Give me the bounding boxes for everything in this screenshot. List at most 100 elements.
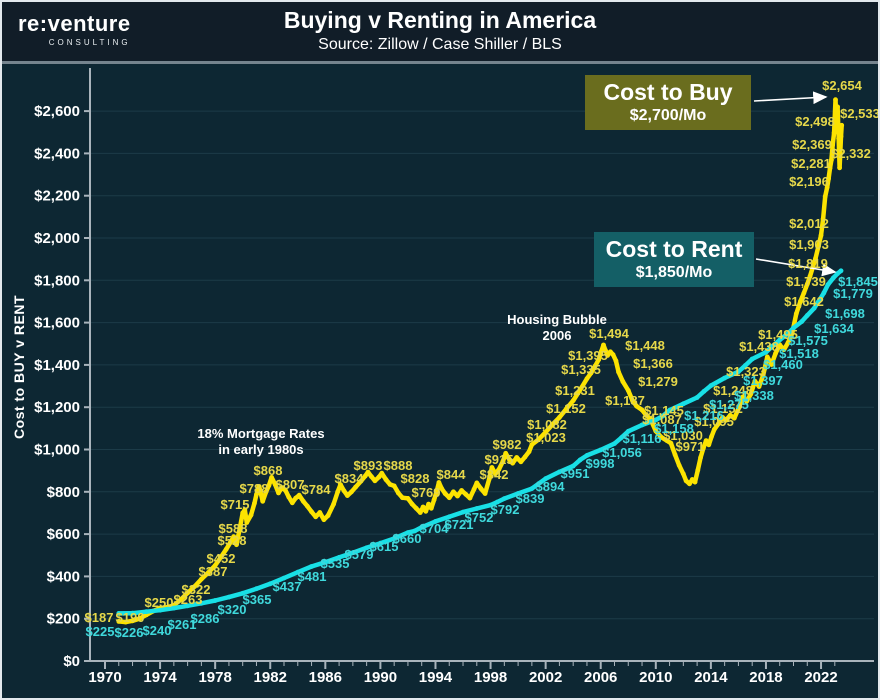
cost-to-buy-data-label: $1,819 bbox=[788, 256, 828, 271]
cost-to-rent-data-label: $1,698 bbox=[825, 306, 865, 321]
y-tick-label: $2,600 bbox=[34, 103, 80, 120]
mortgage-rates-line1: 18% Mortgage Rates bbox=[197, 426, 325, 441]
cost-to-buy-data-label: $842 bbox=[480, 467, 509, 482]
cost-to-rent-data-label: $839 bbox=[516, 491, 545, 506]
cost-to-buy-data-label: $807 bbox=[276, 477, 305, 492]
cost-to-buy-data-label: $2,533 bbox=[840, 106, 880, 121]
cost-to-rent-data-label: $1,460 bbox=[763, 357, 803, 372]
cost-to-buy-title: Cost to Buy bbox=[603, 79, 733, 105]
cost-to-buy-data-label: $250 bbox=[145, 595, 174, 610]
cost-to-buy-data-label: $1,095 bbox=[694, 414, 734, 429]
cost-to-buy-data-label: $788 bbox=[240, 481, 269, 496]
cost-to-buy-data-label: $528 bbox=[218, 533, 247, 548]
y-tick-label: $1,800 bbox=[34, 272, 80, 289]
cost-to-rent-data-label: $792 bbox=[491, 502, 520, 517]
cost-to-buy-data-label: $387 bbox=[199, 564, 228, 579]
cost-to-buy-data-label: $834 bbox=[335, 471, 365, 486]
cost-to-rent-data-label: $261 bbox=[168, 617, 197, 632]
cost-to-buy-data-label: $1,438 bbox=[739, 339, 779, 354]
cost-to-buy-data-label: $915 bbox=[485, 452, 514, 467]
cost-to-rent-callout: Cost to Rent $1,850/Mo bbox=[594, 232, 754, 288]
x-tick-label: 2022 bbox=[804, 669, 837, 686]
y-tick-label: $200 bbox=[47, 611, 80, 628]
cost-to-buy-data-label: $588 bbox=[219, 521, 248, 536]
cost-to-buy-data-label: $1,323 bbox=[726, 364, 766, 379]
cost-to-buy-data-label: $1,030 bbox=[663, 428, 703, 443]
cost-to-rent-data-label: $1,338 bbox=[734, 388, 774, 403]
cost-to-buy-data-label: $1,145 bbox=[644, 403, 684, 418]
logo-tagline: CONSULTING bbox=[48, 38, 131, 47]
x-tick-label: 2010 bbox=[639, 669, 672, 686]
cost-to-rent-data-label: $1,216 bbox=[684, 408, 724, 423]
y-tick-label: $1,400 bbox=[34, 357, 80, 374]
cost-to-buy-data-label: $2,012 bbox=[789, 216, 829, 231]
cost-to-buy-data-label: $1,494 bbox=[589, 326, 630, 341]
housing-bubble-line2: 2006 bbox=[542, 327, 572, 343]
cost-to-buy-data-label: $2,281 bbox=[791, 156, 831, 171]
chart-canvas: $0 $200 $400 $600 $800 $1,000 $1,200 $1,400 $1,6… bbox=[34, 68, 880, 686]
chart-area: $0 $200 $400 $600 $800 $1,000 $1,200 $1,400 $1,6… bbox=[2, 64, 880, 698]
cost-to-buy-data-label: $1,495 bbox=[758, 327, 798, 342]
cost-to-buy-data-label: $1,395 bbox=[568, 348, 608, 363]
cost-to-rent-data-label: $1,116 bbox=[622, 431, 661, 446]
x-tick-label: 1990 bbox=[364, 669, 397, 686]
x-tick-label: 1998 bbox=[474, 669, 507, 686]
cost-to-rent-data-label: $365 bbox=[243, 592, 272, 607]
cost-to-buy-data-label: $982 bbox=[493, 437, 522, 452]
buy-arrow bbox=[753, 91, 828, 105]
cost-to-rent-data-label: $225 bbox=[86, 624, 115, 639]
cost-to-buy-data-label: $769 bbox=[412, 485, 441, 500]
cost-to-rent-data-label: $1,845 bbox=[838, 274, 878, 289]
cost-to-rent-data-label: $660 bbox=[393, 531, 422, 546]
header: re:venture CONSULTING Buying v Renting i… bbox=[2, 2, 878, 64]
housing-bubble-line1: Housing Bubble bbox=[507, 312, 607, 327]
cost-to-buy-data-label: $190 bbox=[116, 610, 145, 625]
y-tick-label: $600 bbox=[47, 526, 80, 543]
cost-to-rent-title: Cost to Rent bbox=[605, 236, 743, 262]
callout-arrows bbox=[753, 91, 837, 277]
y-tick-label: $1,200 bbox=[34, 399, 80, 416]
chart-title: Buying v Renting in America bbox=[283, 7, 597, 33]
cost-to-buy-data-label: $1,082 bbox=[527, 417, 567, 432]
cost-to-rent-data-label: $1,518 bbox=[779, 346, 819, 361]
y-tick-label: $400 bbox=[47, 568, 80, 585]
cost-to-buy-data-label: $2,196 bbox=[789, 174, 829, 189]
cost-to-buy-callout: Cost to Buy $2,700/Mo bbox=[585, 75, 751, 131]
mortgage-rates-annotation: 18% Mortgage Rates in early 1980s bbox=[184, 426, 338, 457]
cost-to-buy-data-label: $715 bbox=[221, 497, 250, 512]
cost-to-rent-data-label: $752 bbox=[465, 510, 494, 525]
x-tick-label: 2006 bbox=[584, 669, 617, 686]
cost-to-buy-data-label: $971 bbox=[676, 439, 705, 454]
cost-to-buy-data-label: $2,498 bbox=[795, 114, 835, 129]
cost-to-rent-data-label: $721 bbox=[445, 517, 474, 532]
cost-to-rent-data-label: $704 bbox=[420, 521, 450, 536]
cost-to-buy-data-labels: $187 $190$250 $263$322 $387$452 $528$588 $715… bbox=[85, 78, 880, 625]
x-tick-label: 1982 bbox=[254, 669, 287, 686]
cost-to-buy-data-label: $1,248 bbox=[713, 383, 753, 398]
y-tick-label: $0 bbox=[63, 653, 80, 670]
cost-to-buy-value: $2,700/Mo bbox=[629, 107, 707, 125]
cost-to-rent-data-label: $615 bbox=[370, 539, 399, 554]
cost-to-rent-data-label: $1,158 bbox=[654, 421, 694, 436]
cost-to-rent-data-label: $951 bbox=[561, 466, 590, 481]
cost-to-rent-series bbox=[116, 268, 844, 616]
y-tick-label: $2,200 bbox=[34, 188, 80, 205]
logo: re:venture CONSULTING bbox=[18, 13, 131, 48]
cost-to-rent-data-label: $1,056 bbox=[602, 445, 642, 460]
cost-to-buy-data-label: $893 bbox=[354, 458, 383, 473]
cost-to-rent-data-labels: $225 $226 $240$261$286$320$365$437$481$535… bbox=[86, 274, 878, 640]
y-tick-label: $2,400 bbox=[34, 145, 80, 162]
cost-to-buy-data-label: $784 bbox=[302, 482, 332, 497]
housing-bubble-annotation: Housing Bubble 2006 bbox=[481, 312, 633, 343]
cost-to-rent-data-label: $1,575 bbox=[788, 333, 828, 348]
cost-to-rent-value: $1,850/Mo bbox=[635, 264, 713, 282]
x-tick-label: 1986 bbox=[309, 669, 342, 686]
cost-to-rent-data-label: $1,634 bbox=[814, 321, 855, 336]
cost-to-buy-data-label: $1,152 bbox=[703, 401, 743, 416]
rent-arrow bbox=[755, 258, 837, 277]
cost-to-buy-data-label: $187 bbox=[85, 610, 114, 625]
cost-to-buy-data-label: $1,448 bbox=[625, 338, 665, 353]
cost-to-rent-data-label: $535 bbox=[321, 556, 350, 571]
title-block: Buying v Renting in America Source: Zill… bbox=[122, 7, 758, 54]
